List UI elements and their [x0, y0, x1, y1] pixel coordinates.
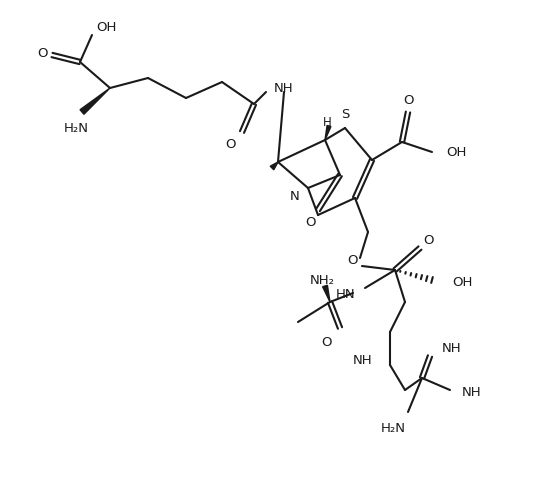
Text: OH: OH [446, 146, 467, 159]
Text: NH: NH [462, 386, 482, 399]
Text: O: O [321, 335, 331, 348]
Text: NH: NH [274, 81, 294, 94]
Polygon shape [325, 125, 331, 140]
Text: O: O [423, 234, 433, 247]
Text: NH: NH [353, 353, 372, 366]
Text: H₂N: H₂N [381, 422, 406, 435]
Text: O: O [403, 93, 413, 106]
Text: O: O [225, 138, 235, 151]
Polygon shape [322, 285, 330, 302]
Text: H₂N: H₂N [64, 121, 89, 135]
Text: OH: OH [452, 275, 472, 288]
Text: NH: NH [442, 341, 462, 354]
Text: S: S [341, 107, 349, 120]
Text: OH: OH [96, 20, 117, 33]
Text: N: N [290, 190, 300, 203]
Text: HN: HN [335, 288, 355, 301]
Polygon shape [270, 162, 278, 170]
Text: O: O [37, 46, 48, 59]
Text: NH₂: NH₂ [309, 273, 334, 286]
Text: O: O [347, 253, 357, 266]
Text: H: H [322, 115, 332, 129]
Polygon shape [80, 88, 110, 114]
Text: O: O [305, 216, 315, 229]
